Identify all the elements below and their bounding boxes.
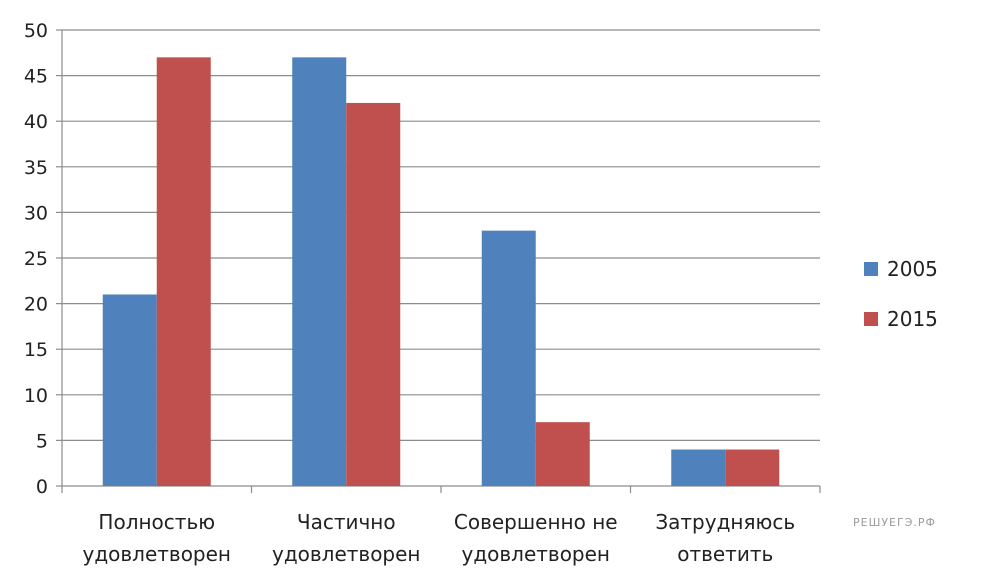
y-tick-label: 45 <box>24 66 48 88</box>
bar-2005-cat0 <box>102 294 157 486</box>
legend-swatch-2015 <box>864 312 878 326</box>
bar-2015-cat0 <box>156 57 211 487</box>
bar-2015-cat1 <box>346 102 401 487</box>
legend: 2005 2015 <box>864 257 938 331</box>
y-tick-label: 35 <box>24 157 48 179</box>
legend-label-2015: 2015 <box>887 307 938 331</box>
x-category-label: Затрудняюсь <box>655 510 795 534</box>
y-tick-label: 5 <box>36 430 48 452</box>
legend-label-2005: 2005 <box>887 257 938 281</box>
x-category-label: ответить <box>677 542 773 566</box>
y-tick-label: 50 <box>24 20 48 42</box>
x-category-label: удовлетворен <box>272 542 421 566</box>
legend-swatch-2005 <box>864 262 878 276</box>
x-category-label: Полностью <box>98 510 215 534</box>
watermark-text: РЕШУЕГЭ.РФ <box>853 516 936 529</box>
x-category-label: удовлетворен <box>461 542 610 566</box>
y-tick-label: 30 <box>24 202 48 224</box>
y-axis-ticks: 0 5 10 15 20 25 30 35 40 45 50 <box>24 20 48 498</box>
bar-2005-cat2 <box>481 230 536 486</box>
bar-2005-cat3 <box>671 449 726 486</box>
x-category-label: удовлетворен <box>82 542 231 566</box>
y-tick-label: 25 <box>24 248 48 270</box>
x-category-label: Совершенно не <box>454 510 618 534</box>
bar-2005-cat1 <box>292 57 347 487</box>
y-tick-label: 10 <box>24 385 48 407</box>
y-tick-label: 20 <box>24 294 48 316</box>
y-tick-label: 0 <box>36 476 48 498</box>
bar-2015-cat2 <box>535 422 590 486</box>
bar-2015-cat3 <box>725 449 780 486</box>
y-tick-label: 15 <box>24 339 48 361</box>
x-axis-categories: Полностью удовлетворен Частично удовлетворе… <box>82 510 795 566</box>
x-category-label: Частично <box>297 510 396 534</box>
y-tick-label: 40 <box>24 111 48 133</box>
bars <box>102 57 780 487</box>
